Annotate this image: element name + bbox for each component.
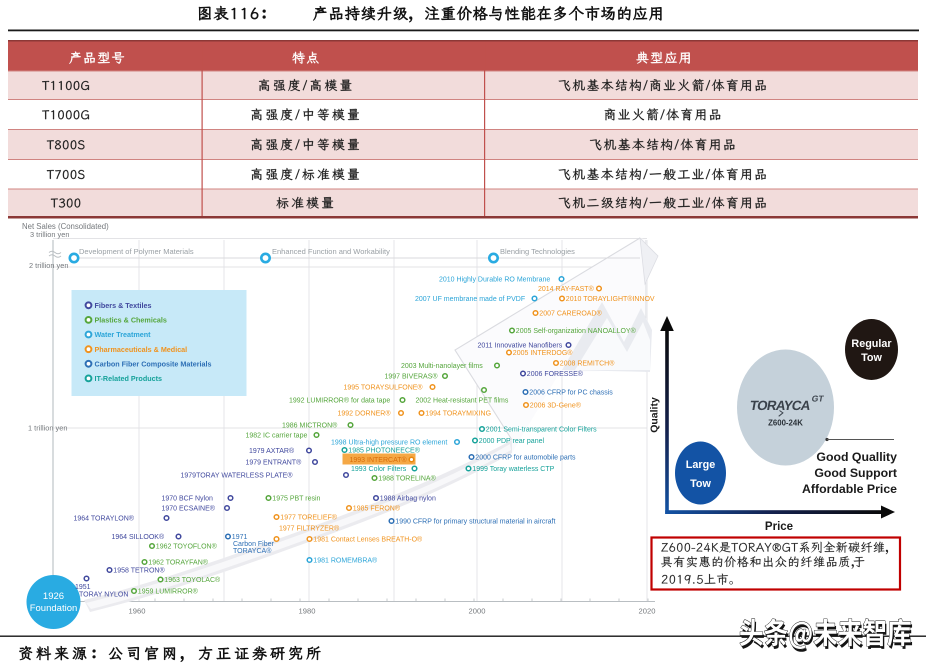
svg-text:1995 TORAYSULFONE®: 1995 TORAYSULFONE® <box>344 383 424 391</box>
svg-text:1971: 1971 <box>232 534 248 541</box>
svg-text:Water Treatment: Water Treatment <box>95 330 152 339</box>
svg-text:1979 AXTAR®: 1979 AXTAR® <box>249 447 295 455</box>
svg-text:2005 INTERDOG®: 2005 INTERDOG® <box>513 349 573 357</box>
svg-text:1970 ECSAINE®: 1970 ECSAINE® <box>162 504 216 512</box>
svg-text:IT-Related Products: IT-Related Products <box>95 374 163 383</box>
svg-text:Foundation: Foundation <box>30 603 78 614</box>
svg-text:2007 UF membrane made of PVDF: 2007 UF membrane made of PVDF <box>415 296 525 303</box>
svg-text:1992 LUMIRROR® for data tape: 1992 LUMIRROR® for data tape <box>289 396 390 404</box>
svg-text:2 trillion yen: 2 trillion yen <box>29 261 68 270</box>
svg-text:1992 DORNER®: 1992 DORNER® <box>338 409 392 417</box>
svg-text:1958 TETRON®: 1958 TETRON® <box>113 566 165 574</box>
svg-text:2003 Multi-nanolayer films: 2003 Multi-nanolayer films <box>401 363 483 370</box>
svg-text:2010 Highly Durable RO Membran: 2010 Highly Durable RO Membrane <box>439 276 550 283</box>
svg-text:1997 BIVERAS®: 1997 BIVERAS® <box>385 372 439 380</box>
svg-text:1979 ENTRANT®: 1979 ENTRANT® <box>246 458 303 466</box>
svg-text:GT: GT <box>811 394 825 404</box>
svg-text:1970 BCF Nylon: 1970 BCF Nylon <box>162 495 213 502</box>
svg-text:1959 LUMIRROR®: 1959 LUMIRROR® <box>138 587 199 595</box>
svg-text:1981 Contact Lenses BREATH-O®: 1981 Contact Lenses BREATH-O® <box>313 535 423 543</box>
svg-text:Enhanced Function and Workabil: Enhanced Function and Workability <box>272 247 390 256</box>
svg-text:1975 PBT resin: 1975 PBT resin <box>272 495 320 502</box>
svg-text:1990 CFRP for primary structur: 1990 CFRP for primary structural materia… <box>395 518 555 525</box>
svg-text:1988 Airbag nylon: 1988 Airbag nylon <box>380 495 436 502</box>
svg-text:1977 TORELIEF®: 1977 TORELIEF® <box>280 513 337 521</box>
svg-text:Development of Polymer Materia: Development of Polymer Materials <box>79 247 194 256</box>
svg-text:Regular: Regular <box>851 338 892 350</box>
svg-text:2011 Innovative Nanofibers: 2011 Innovative Nanofibers <box>478 342 563 349</box>
svg-text:1964 TORAYLON®: 1964 TORAYLON® <box>74 514 135 522</box>
svg-text:1963 TOYOLAC®: 1963 TOYOLAC® <box>164 576 221 584</box>
svg-text:Z600-24K: Z600-24K <box>768 419 803 428</box>
svg-text:1 trillion yen: 1 trillion yen <box>28 424 67 433</box>
svg-text:1986 MICTRON®: 1986 MICTRON® <box>282 421 338 429</box>
svg-text:1988 TORELINA®: 1988 TORELINA® <box>378 474 436 482</box>
svg-text:1993 INTERCAT®: 1993 INTERCAT® <box>350 456 408 464</box>
svg-text:Large: Large <box>686 459 715 471</box>
svg-text:2000 PDP rear panel: 2000 PDP rear panel <box>479 438 545 445</box>
svg-text:1999 Toray waterless CTP: 1999 Toray waterless CTP <box>472 466 554 473</box>
svg-text:Plastics & Chemicals: Plastics & Chemicals <box>95 316 167 325</box>
svg-text:Quality: Quality <box>649 397 661 433</box>
svg-text:Carbon Fiber: Carbon Fiber <box>233 541 275 548</box>
svg-text:Blending Technologies: Blending Technologies <box>500 247 575 256</box>
svg-text:Tow: Tow <box>861 352 882 364</box>
svg-text:1985 PHOTONEECE®: 1985 PHOTONEECE® <box>348 446 420 454</box>
svg-text:2000 CFRP for automobile parts: 2000 CFRP for automobile parts <box>475 454 576 461</box>
svg-text:2000: 2000 <box>469 607 486 616</box>
svg-text:1960: 1960 <box>129 607 146 616</box>
svg-text:1993 Color Filters: 1993 Color Filters <box>351 466 407 473</box>
svg-text:1964 SILLOOK®: 1964 SILLOOK® <box>112 533 165 541</box>
svg-text:1998 Ultra-high pressure RO el: 1998 Ultra-high pressure RO element <box>331 439 447 446</box>
svg-text:1980: 1980 <box>299 607 316 616</box>
svg-text:Good Quallity: Good Quallity <box>816 450 897 464</box>
svg-text:1979TORAY WATERLESS PLATE®: 1979TORAY WATERLESS PLATE® <box>181 471 294 479</box>
svg-text:1981 ROMEMBRA®: 1981 ROMEMBRA® <box>313 556 378 564</box>
svg-text:1985 FERON®: 1985 FERON® <box>353 504 401 512</box>
svg-text:Tow: Tow <box>690 478 711 490</box>
svg-text:2006 3D-Gene®: 2006 3D-Gene® <box>530 401 582 409</box>
svg-text:Good Support: Good Support <box>814 466 897 480</box>
svg-text:2006 FORESSE®: 2006 FORESSE® <box>527 370 584 378</box>
svg-text:Carbon Fiber Composite Materia: Carbon Fiber Composite Materials <box>95 359 212 368</box>
svg-text:2020: 2020 <box>639 607 656 616</box>
svg-text:Affordable Price: Affordable Price <box>802 482 897 496</box>
svg-text:2014 RAY-FAST®: 2014 RAY-FAST® <box>538 285 595 293</box>
svg-text:1982 IC carrier tape: 1982 IC carrier tape <box>246 432 308 439</box>
svg-text:3 trillion yen: 3 trillion yen <box>30 230 69 239</box>
svg-text:1926: 1926 <box>43 591 64 602</box>
svg-text:1994 TORAYMIXING: 1994 TORAYMIXING <box>425 410 491 417</box>
svg-text:Net Sales (Consolidated): Net Sales (Consolidated) <box>22 222 109 231</box>
svg-text:1951: 1951 <box>75 584 91 591</box>
svg-text:2005 Self-organization NANOALL: 2005 Self-organization NANOALLOY® <box>516 327 637 335</box>
svg-text:Fibers & Textiles: Fibers & Textiles <box>95 301 152 310</box>
svg-text:2007 CAREROAD®: 2007 CAREROAD® <box>539 309 602 317</box>
svg-text:Price: Price <box>765 521 793 533</box>
svg-text:Pharmaceuticals & Medical: Pharmaceuticals & Medical <box>95 345 188 354</box>
svg-text:1977 FILTRYZER®: 1977 FILTRYZER® <box>279 524 340 532</box>
svg-text:2002 Heat-resistant PET films: 2002 Heat-resistant PET films <box>416 397 509 404</box>
svg-text:2010 TORAYLIGHT®INNOV: 2010 TORAYLIGHT®INNOV <box>566 295 655 303</box>
svg-text:1962 TORAYFAN®: 1962 TORAYFAN® <box>148 558 208 566</box>
svg-text:2008 REMITCH®: 2008 REMITCH® <box>560 359 615 367</box>
svg-text:TORAYCA®: TORAYCA® <box>233 547 272 555</box>
svg-text:2006 CFRP for PC chassis: 2006 CFRP for PC chassis <box>529 389 613 396</box>
svg-text:TORAY NYLON: TORAY NYLON <box>79 591 128 598</box>
svg-text:2001 Semi-transparent Color Fi: 2001 Semi-transparent Color Filters <box>486 426 597 433</box>
svg-text:1962 TOYOFLON®: 1962 TOYOFLON® <box>156 542 218 550</box>
svg-text:TORAYCA: TORAYCA <box>749 398 812 413</box>
